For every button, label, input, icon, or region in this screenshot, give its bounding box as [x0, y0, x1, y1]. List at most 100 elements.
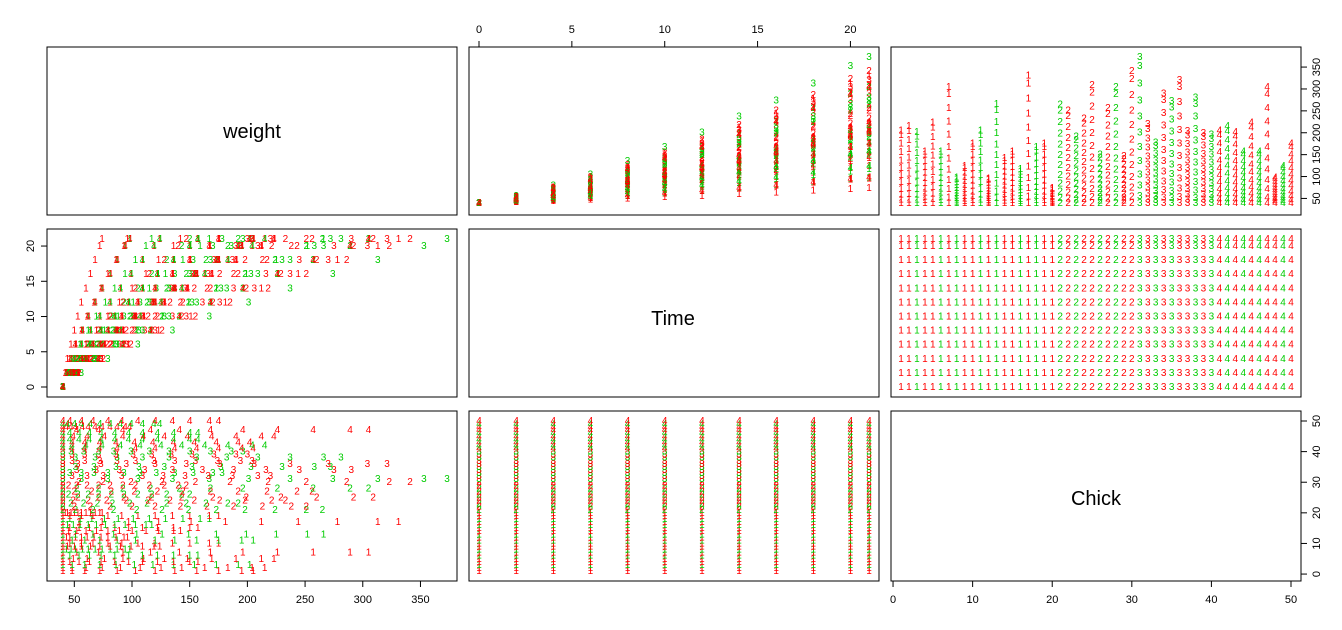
point-label: 1 — [73, 529, 79, 540]
point-label: 2 — [625, 489, 631, 500]
point-label: 1 — [74, 354, 80, 365]
point-label: 4 — [1240, 198, 1246, 209]
point-label: 1 — [1026, 192, 1032, 203]
point-label: 4 — [513, 194, 519, 205]
point-label: 1 — [476, 529, 482, 540]
point-label: 1 — [978, 326, 984, 337]
point-label: 1 — [67, 368, 73, 379]
point-label: 1 — [736, 520, 742, 531]
point-label: 1 — [207, 514, 213, 525]
point-label: 1 — [906, 183, 912, 194]
point-label: 1 — [625, 545, 631, 556]
point-label: 1 — [1026, 70, 1032, 81]
point-label: 2 — [1065, 198, 1071, 209]
point-label: 3 — [123, 340, 129, 351]
point-label: 2 — [1057, 186, 1063, 197]
point-label: 1 — [773, 514, 779, 525]
point-label: 3 — [166, 453, 172, 464]
point-label: 4 — [1225, 121, 1231, 132]
point-label: 2 — [164, 255, 170, 266]
point-label: 1 — [1034, 241, 1040, 252]
point-label: 2 — [625, 502, 631, 513]
point-label: 1 — [898, 312, 904, 323]
point-label: 1 — [1018, 234, 1024, 245]
point-label: 2 — [662, 172, 668, 183]
point-label: 3 — [68, 368, 74, 379]
point-label: 1 — [551, 189, 557, 200]
point-label: 2 — [773, 115, 779, 126]
point-label: 3 — [1177, 183, 1183, 194]
point-label: 1 — [906, 161, 912, 172]
point-label: 3 — [662, 468, 668, 479]
point-label: 2 — [736, 483, 742, 494]
point-label: 4 — [140, 434, 146, 445]
point-label: 3 — [513, 450, 519, 461]
point-label: 2 — [736, 499, 742, 510]
point-label: 4 — [171, 255, 177, 266]
point-label: 3 — [172, 456, 178, 467]
point-label: 1 — [662, 542, 668, 553]
point-label: 1 — [848, 156, 854, 167]
point-label: 2 — [108, 489, 114, 500]
point-label: 2 — [551, 184, 557, 195]
point-label: 2 — [164, 283, 170, 294]
point-label: 3 — [189, 297, 195, 308]
point-label: 3 — [513, 447, 519, 458]
point-label: 1 — [662, 178, 668, 189]
point-label: 1 — [375, 241, 381, 252]
point-label: 4 — [213, 437, 219, 448]
point-label: 3 — [1137, 52, 1143, 63]
point-label: 2 — [866, 483, 872, 494]
point-label: 1 — [736, 163, 742, 174]
point-label: 1 — [699, 150, 705, 161]
point-label: 2 — [866, 493, 872, 504]
point-label: 3 — [625, 453, 631, 464]
axis-tick-label: 350 — [411, 594, 429, 606]
point-label: 1 — [551, 183, 557, 194]
point-label: 3 — [699, 450, 705, 461]
point-label: 3 — [348, 465, 354, 476]
point-label: 2 — [551, 493, 557, 504]
point-label: 1 — [1034, 152, 1040, 163]
point-label: 1 — [848, 78, 854, 89]
point-label: 1 — [1049, 191, 1055, 202]
point-label: 4 — [78, 419, 84, 430]
point-label: 1 — [155, 523, 161, 534]
point-label: 3 — [513, 193, 519, 204]
point-label: 1 — [736, 551, 742, 562]
point-label: 1 — [994, 354, 1000, 365]
point-label: 4 — [63, 368, 69, 379]
point-label: 4 — [1225, 297, 1231, 308]
point-label: 4 — [866, 428, 872, 439]
point-label: 1 — [1034, 326, 1040, 337]
point-label: 1 — [78, 508, 84, 519]
point-label: 3 — [1177, 368, 1183, 379]
point-label: 1 — [811, 139, 817, 150]
point-label: 4 — [1240, 156, 1246, 167]
point-label: 2 — [1089, 175, 1095, 186]
point-label: 3 — [848, 474, 854, 485]
point-label: 4 — [1233, 171, 1239, 182]
point-label: 4 — [233, 255, 239, 266]
point-label: 4 — [1225, 234, 1231, 245]
point-label: 4 — [60, 428, 66, 439]
point-label: 1 — [1026, 198, 1032, 209]
point-label: 2 — [1129, 120, 1135, 131]
point-label: 1 — [848, 508, 854, 519]
point-label: 2 — [848, 489, 854, 500]
point-label: 2 — [1089, 153, 1095, 164]
point-label: 1 — [1034, 354, 1040, 365]
point-label: 1 — [922, 297, 928, 308]
point-label: 2 — [235, 499, 241, 510]
point-label: 4 — [662, 184, 668, 195]
point-label: 1 — [962, 340, 968, 351]
point-label: 1 — [588, 188, 594, 199]
point-label: 4 — [1280, 354, 1286, 365]
point-label: 1 — [773, 551, 779, 562]
point-label: 1 — [1034, 312, 1040, 323]
point-label: 3 — [1185, 177, 1191, 188]
point-label: 1 — [946, 312, 952, 323]
point-label: 2 — [513, 193, 519, 204]
point-label: 1 — [986, 368, 992, 379]
point-label: 3 — [773, 155, 779, 166]
